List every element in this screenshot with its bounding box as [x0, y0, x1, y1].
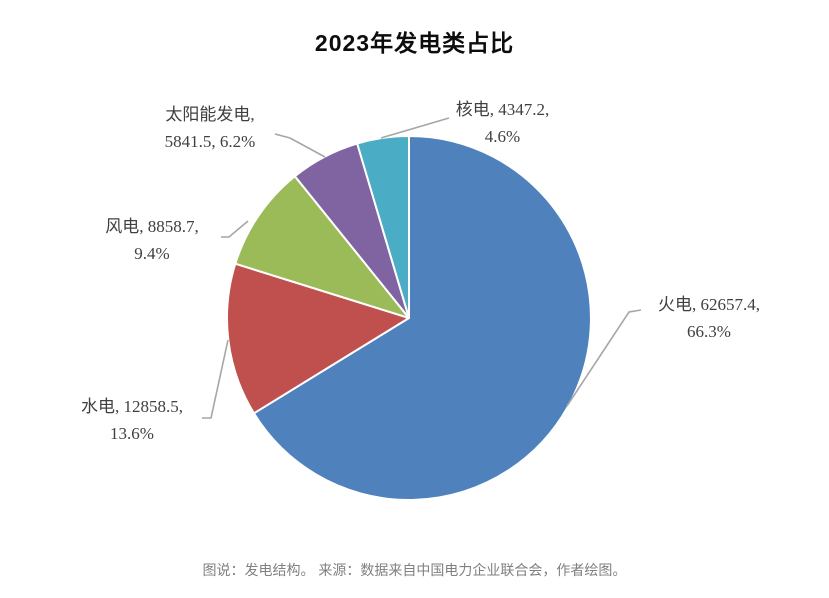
- label-solar: 太阳能发电, 5841.5, 6.2%: [145, 101, 275, 155]
- label-solar-line2: 5841.5, 6.2%: [164, 132, 256, 151]
- pie-slice-thermal: [252, 135, 592, 501]
- leader-line-nuclear: [380, 117, 450, 139]
- leader-lines: [202, 117, 642, 419]
- leader-line-thermal: [566, 309, 642, 407]
- label-solar-line1: 太阳能发电,: [165, 105, 255, 124]
- pie-slices: [225, 134, 592, 501]
- chart-caption: 图说：发电结构。 来源：数据来自中国电力企业联合会，作者绘图。: [202, 562, 627, 578]
- chart-title: 2023年发电类占比: [314, 30, 515, 56]
- label-nuclear-line1: 核电, 4347.2,: [455, 100, 550, 119]
- label-wind-line1: 风电, 8858.7,: [105, 217, 199, 236]
- label-hydro: 水电, 12858.5, 13.6%: [58, 393, 206, 447]
- label-hydro-line1: 水电, 12858.5,: [81, 397, 183, 416]
- pie-slice-wind: [234, 175, 410, 319]
- label-wind: 风电, 8858.7, 9.4%: [82, 213, 222, 267]
- leader-line-wind: [221, 220, 249, 238]
- label-thermal-line1: 火电, 62657.4,: [658, 295, 760, 314]
- label-nuclear: 核电, 4347.2, 4.6%: [440, 96, 565, 150]
- leader-line-solar: [274, 133, 326, 158]
- label-hydro-line2: 13.6%: [110, 424, 154, 443]
- leader-line-hydro: [202, 339, 229, 419]
- label-nuclear-line2: 4.6%: [484, 127, 521, 146]
- label-thermal-line2: 66.3%: [687, 322, 731, 341]
- label-wind-line2: 9.4%: [134, 244, 170, 263]
- label-thermal: 火电, 62657.4, 66.3%: [635, 291, 783, 345]
